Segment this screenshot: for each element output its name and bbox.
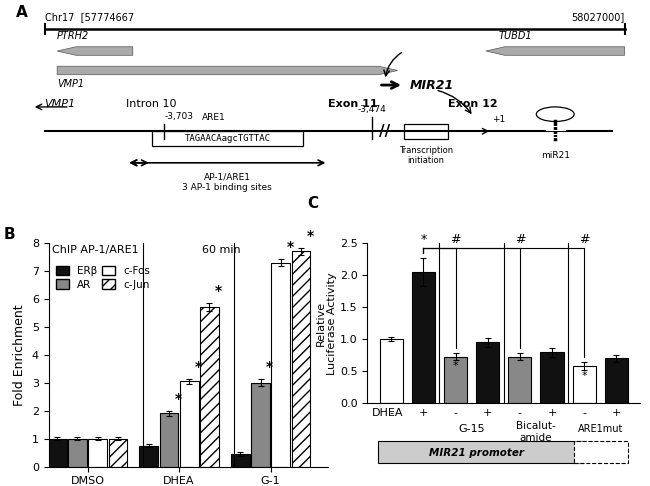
Text: Exon 11: Exon 11: [328, 100, 378, 109]
Text: Bicalut-
amide: Bicalut- amide: [516, 421, 556, 443]
Text: Transcription
initiation: Transcription initiation: [399, 146, 453, 165]
Text: *: *: [215, 284, 222, 298]
Bar: [508, 357, 532, 403]
Bar: [540, 352, 564, 403]
Text: DHEA: DHEA: [372, 408, 404, 418]
Text: MIR21: MIR21: [410, 79, 454, 91]
Text: *: *: [266, 360, 274, 374]
Text: B: B: [4, 226, 16, 242]
Text: +: +: [612, 408, 621, 418]
Text: PTRH2: PTRH2: [57, 31, 90, 41]
Text: Intron 10: Intron 10: [127, 100, 177, 109]
Bar: [68, 438, 87, 467]
Bar: [573, 366, 595, 403]
Text: +: +: [419, 408, 428, 418]
Text: ARE1mut: ARE1mut: [577, 424, 623, 434]
Bar: [251, 383, 270, 467]
Text: -: -: [454, 408, 458, 418]
Text: ARE1: ARE1: [202, 112, 226, 122]
Bar: [444, 357, 467, 403]
Text: G-15: G-15: [458, 424, 485, 434]
Text: *: *: [195, 360, 202, 374]
Text: -3,474: -3,474: [358, 105, 387, 114]
Text: 58027000]: 58027000]: [571, 12, 625, 22]
Bar: [109, 438, 127, 467]
FancyArrow shape: [57, 66, 398, 75]
Bar: [139, 446, 158, 467]
Text: *: *: [287, 240, 294, 254]
Bar: [160, 414, 178, 467]
Text: #: #: [450, 233, 461, 246]
Bar: [292, 251, 310, 467]
Text: MIR21 promoter: MIR21 promoter: [429, 448, 524, 458]
Text: +1: +1: [492, 115, 506, 124]
Text: //: //: [380, 124, 391, 139]
Text: #: #: [515, 233, 525, 246]
Circle shape: [536, 107, 574, 122]
Bar: [48, 438, 67, 467]
Text: +: +: [483, 408, 492, 418]
Text: VMP1: VMP1: [44, 100, 75, 109]
Text: -: -: [582, 408, 586, 418]
Text: ChIP AP-1/ARE1: ChIP AP-1/ARE1: [51, 245, 138, 255]
Text: Exon 12: Exon 12: [448, 100, 498, 109]
Bar: [271, 262, 290, 467]
FancyArrow shape: [57, 47, 133, 55]
Text: 60 min: 60 min: [203, 245, 241, 255]
Text: C: C: [307, 196, 318, 211]
Bar: [476, 343, 499, 403]
Text: #: #: [579, 233, 590, 246]
Bar: [404, 124, 448, 139]
Bar: [180, 382, 199, 467]
Text: TUBD1: TUBD1: [499, 31, 532, 41]
Text: A: A: [16, 5, 28, 20]
FancyBboxPatch shape: [575, 441, 627, 464]
Bar: [412, 272, 435, 403]
Bar: [200, 307, 219, 467]
Text: *: *: [452, 361, 458, 371]
Y-axis label: Relative
Luciferase Activity: Relative Luciferase Activity: [315, 272, 337, 375]
Bar: [231, 454, 250, 467]
Text: VMP1: VMP1: [57, 79, 84, 89]
Text: TAGAACAagcTGTTAC: TAGAACAagcTGTTAC: [185, 134, 270, 143]
Text: -: -: [389, 408, 393, 418]
Text: *: *: [581, 371, 587, 381]
Text: Chr17  [57774667: Chr17 [57774667: [44, 12, 134, 22]
Text: *: *: [175, 392, 182, 406]
FancyBboxPatch shape: [151, 131, 303, 146]
Text: +: +: [547, 408, 556, 418]
Bar: [88, 438, 107, 467]
Bar: [380, 339, 403, 403]
FancyBboxPatch shape: [378, 441, 582, 464]
FancyArrow shape: [486, 47, 625, 55]
Bar: [604, 359, 628, 403]
Y-axis label: Fold Enrichment: Fold Enrichment: [14, 304, 27, 406]
Legend: ERβ, AR, c-Fos, c-Jun: ERβ, AR, c-Fos, c-Jun: [54, 264, 152, 292]
Text: *: *: [307, 229, 314, 243]
Text: -3,703: -3,703: [164, 112, 193, 122]
Text: miR21: miR21: [541, 151, 570, 160]
Text: *: *: [421, 233, 426, 246]
Text: AP-1/ARE1
3 AP-1 binding sites: AP-1/ARE1 3 AP-1 binding sites: [183, 173, 272, 192]
Text: -: -: [518, 408, 522, 418]
